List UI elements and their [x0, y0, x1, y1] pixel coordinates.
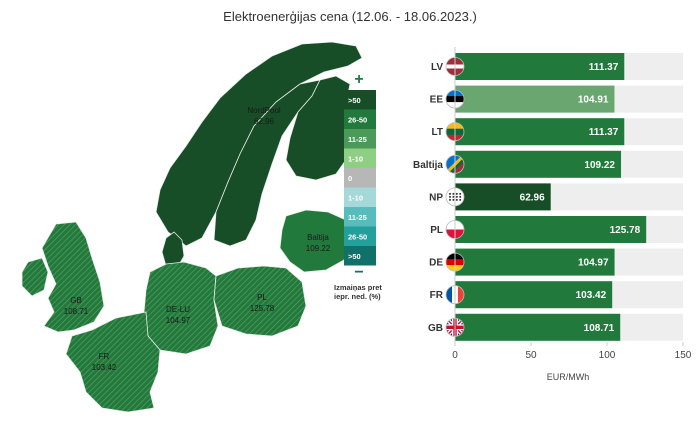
map-value-baltija: 109.22 [306, 244, 331, 253]
legend-plus-icon: + [354, 71, 363, 88]
legend-swatch [344, 168, 376, 188]
legend-note-line2: iepr. ned. (%) [334, 292, 381, 301]
bar-chart: 111.37 LV 104.91 EE 111.37 LT 109.22 Baltija 62.… [413, 47, 692, 382]
map-label-fr: FR [99, 352, 110, 361]
x-tick-label: 50 [525, 350, 537, 361]
map-region-fr [65, 311, 161, 413]
legend-label: 1-10 [348, 194, 363, 203]
europe-map: NordPool 62.96 Baltija 109.22 GB 108.71 … [21, 41, 363, 413]
map-region-baltics [279, 209, 353, 273]
x-tick-label: 150 [675, 350, 692, 361]
legend-note-line1: Izmaiņas pret [334, 283, 382, 292]
bar-value-label: 62.96 [520, 192, 545, 203]
bar-lt [455, 118, 625, 146]
bar-pl [455, 216, 647, 243]
legend-label: >50 [348, 252, 361, 261]
legend-swatch [344, 148, 376, 168]
x-tick-label: 100 [599, 350, 616, 361]
legend-label: 26-50 [348, 116, 367, 125]
legend-swatch [344, 207, 376, 227]
category-label: Baltija [413, 160, 443, 171]
bar-value-label: 104.91 [578, 95, 609, 106]
map-label-pl: PL [257, 293, 267, 302]
category-label: EE [430, 95, 444, 106]
x-tick-label: 0 [452, 350, 458, 361]
map-label-de-lu: DE-LU [166, 305, 190, 314]
map-value-pl: 125.78 [250, 304, 275, 313]
bar-value-label: 111.37 [589, 127, 619, 138]
category-label: DE [429, 258, 443, 269]
legend-swatch [344, 90, 376, 110]
category-label: GB [428, 323, 443, 334]
legend-swatch [344, 109, 376, 129]
map-label-gb: GB [70, 296, 82, 305]
map-label-baltija: Baltija [307, 233, 329, 242]
legend-swatch [344, 246, 376, 266]
map-value-fr: 103.42 [92, 363, 117, 372]
category-label: LT [432, 127, 443, 138]
legend-swatch [344, 129, 376, 149]
legend-label: 11-25 [348, 135, 367, 144]
legend-swatch [344, 187, 376, 207]
map-region-ireland [21, 257, 49, 297]
map-value-de-lu: 104.97 [166, 316, 191, 325]
map-region-gb [41, 221, 105, 333]
legend-label: 1-10 [348, 155, 363, 164]
legend-label: 11-25 [348, 213, 367, 222]
bar-lv [455, 53, 625, 80]
bar-np [455, 183, 551, 211]
category-label: LV [431, 62, 443, 73]
map-value-gb: 108.71 [64, 307, 89, 316]
map-region-pl [213, 265, 307, 337]
bar-value-label: 103.42 [576, 290, 607, 301]
legend-label: >50 [348, 96, 361, 105]
category-label: FR [430, 290, 444, 301]
chart-title: Elektroenerģijas cena (12.06. - 18.06.20… [223, 9, 477, 24]
category-label: PL [430, 225, 443, 236]
bar-gb [455, 313, 621, 341]
bar-value-label: 109.22 [584, 160, 615, 171]
bar-fr [455, 281, 613, 309]
x-axis-title: EUR/MWh [547, 372, 590, 382]
legend-minus-icon: − [354, 264, 363, 281]
legend-label: 26-50 [348, 233, 367, 242]
bar-ee [455, 85, 615, 113]
bar-value-label: 104.97 [578, 258, 609, 269]
bar-value-label: 111.37 [589, 62, 619, 73]
legend-label: 0 [348, 174, 352, 183]
bar-de [455, 248, 615, 276]
bar-value-label: 108.71 [584, 323, 615, 334]
map-value-nordpool: 62.96 [254, 117, 275, 126]
bar-value-label: 125.78 [610, 225, 641, 236]
bar-baltija [455, 150, 622, 178]
category-label: NP [429, 192, 443, 203]
map-label-nordpool: NordPool [247, 106, 281, 115]
legend-swatch [344, 226, 376, 246]
